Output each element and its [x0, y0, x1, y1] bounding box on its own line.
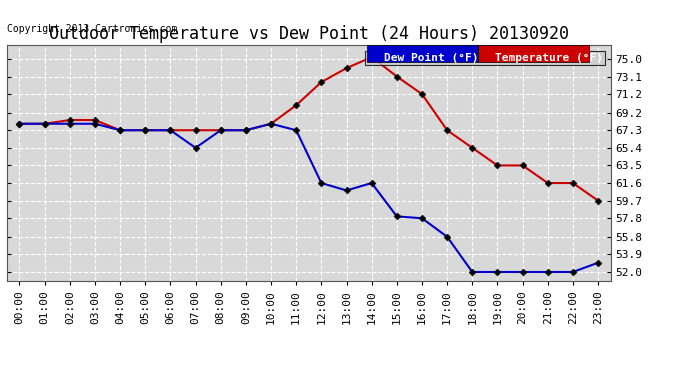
Title: Outdoor Temperature vs Dew Point (24 Hours) 20130920: Outdoor Temperature vs Dew Point (24 Hou… [49, 26, 569, 44]
Legend: Dew Point (°F), Temperature (°F): Dew Point (°F), Temperature (°F) [365, 51, 605, 66]
Text: Copyright 2013 Cartronics.com: Copyright 2013 Cartronics.com [7, 24, 177, 34]
